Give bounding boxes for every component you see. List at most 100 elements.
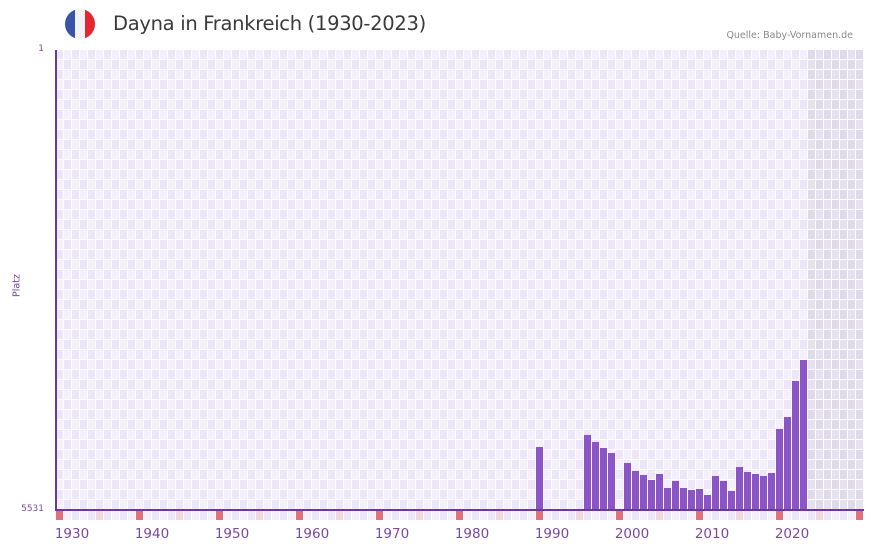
grid-cell: [432, 280, 439, 289]
bar-2015[interactable]: [736, 466, 743, 510]
bar-1990[interactable]: [536, 447, 543, 510]
bar-2001[interactable]: [624, 463, 631, 510]
grid-cell: [344, 240, 351, 249]
bar-2007[interactable]: [672, 480, 679, 510]
grid-cell: [264, 360, 271, 369]
bar-2010[interactable]: [696, 489, 703, 510]
grid-cell: [96, 360, 103, 369]
grid-cell: [552, 370, 559, 379]
grid-cell: [64, 400, 71, 409]
grid-cell: [728, 390, 735, 399]
grid-cell: [472, 180, 479, 189]
bar-1999[interactable]: [608, 453, 615, 510]
grid-cell: [520, 180, 527, 189]
grid-cell: [224, 190, 231, 199]
grid-cell: [360, 220, 367, 229]
grid-cell: [328, 340, 335, 349]
grid-cell: [800, 330, 807, 339]
grid-cell: [208, 370, 215, 379]
bar-2017[interactable]: [752, 473, 759, 510]
grid-cell: [376, 450, 383, 459]
grid-cell: [672, 140, 679, 149]
bar-1996[interactable]: [584, 434, 591, 510]
grid-cell: [224, 500, 231, 509]
grid-cell: [752, 430, 759, 439]
grid-cell: [808, 320, 815, 329]
grid-cell: [640, 300, 647, 309]
grid-cell: [632, 220, 639, 229]
bar-2020[interactable]: [776, 428, 783, 510]
grid-cell: [624, 260, 631, 269]
grid-cell: [344, 150, 351, 159]
grid-cell: [400, 430, 407, 439]
bar-2012[interactable]: [712, 475, 719, 510]
grid-cell: [592, 200, 599, 209]
grid-cell: [136, 290, 143, 299]
bar-2013[interactable]: [720, 480, 727, 510]
grid-cell: [672, 270, 679, 279]
grid-cell: [792, 370, 799, 379]
bar-1998[interactable]: [600, 448, 607, 510]
grid-cell: [272, 100, 279, 109]
grid-cell: [736, 100, 743, 109]
grid-cell: [216, 290, 223, 299]
grid-cell: [800, 210, 807, 219]
grid-cell: [448, 100, 455, 109]
grid-cell: [784, 190, 791, 199]
grid-cell: [456, 440, 463, 449]
grid-cell: [432, 70, 439, 79]
bar-2009[interactable]: [688, 490, 695, 510]
grid-cell: [304, 80, 311, 89]
bar-2006[interactable]: [664, 488, 671, 510]
grid-cell: [568, 450, 575, 459]
grid-cell: [56, 490, 63, 499]
grid-cell: [520, 260, 527, 269]
grid-cell: [536, 410, 543, 419]
grid-cell: [816, 320, 823, 329]
bar-2016[interactable]: [744, 471, 751, 510]
grid-cell: [440, 190, 447, 199]
grid-cell: [728, 120, 735, 129]
grid-cell: [816, 480, 823, 489]
bar-2014[interactable]: [728, 491, 735, 510]
grid-cell: [136, 200, 143, 209]
grid-cell: [784, 370, 791, 379]
grid-cell: [752, 190, 759, 199]
grid-cell: [152, 270, 159, 279]
grid-cell: [816, 60, 823, 69]
grid-cell: [360, 380, 367, 389]
grid-cell: [488, 240, 495, 249]
grid-cell: [232, 460, 239, 469]
bar-2019[interactable]: [768, 472, 775, 510]
grid-cell: [560, 250, 567, 259]
grid-cell: [832, 280, 839, 289]
bar-2021[interactable]: [784, 417, 791, 510]
strip-cell: [552, 511, 559, 520]
bar-2003[interactable]: [640, 474, 647, 510]
grid-cell: [832, 160, 839, 169]
grid-cell: [800, 120, 807, 129]
bar-2004[interactable]: [648, 479, 655, 510]
grid-cell: [512, 490, 519, 499]
bar-2011[interactable]: [704, 495, 711, 510]
grid-cell: [304, 170, 311, 179]
bar-2002[interactable]: [632, 470, 639, 510]
grid-cell: [664, 190, 671, 199]
grid-cell: [400, 500, 407, 509]
bar-2023[interactable]: [800, 360, 807, 510]
grid-cell: [448, 250, 455, 259]
bar-2022[interactable]: [792, 380, 799, 510]
bar-2008[interactable]: [680, 488, 687, 510]
bar-2005[interactable]: [656, 473, 663, 510]
grid-cell: [680, 50, 687, 59]
grid-cell: [104, 130, 111, 139]
strip-cell: [440, 511, 447, 520]
bar-2018[interactable]: [760, 475, 767, 510]
grid-cell: [280, 470, 287, 479]
bar-1997[interactable]: [592, 442, 599, 510]
grid-cell: [56, 380, 63, 389]
grid-cell: [392, 420, 399, 429]
grid-cell: [360, 440, 367, 449]
grid-cell: [688, 420, 695, 429]
grid-cell: [176, 350, 183, 359]
